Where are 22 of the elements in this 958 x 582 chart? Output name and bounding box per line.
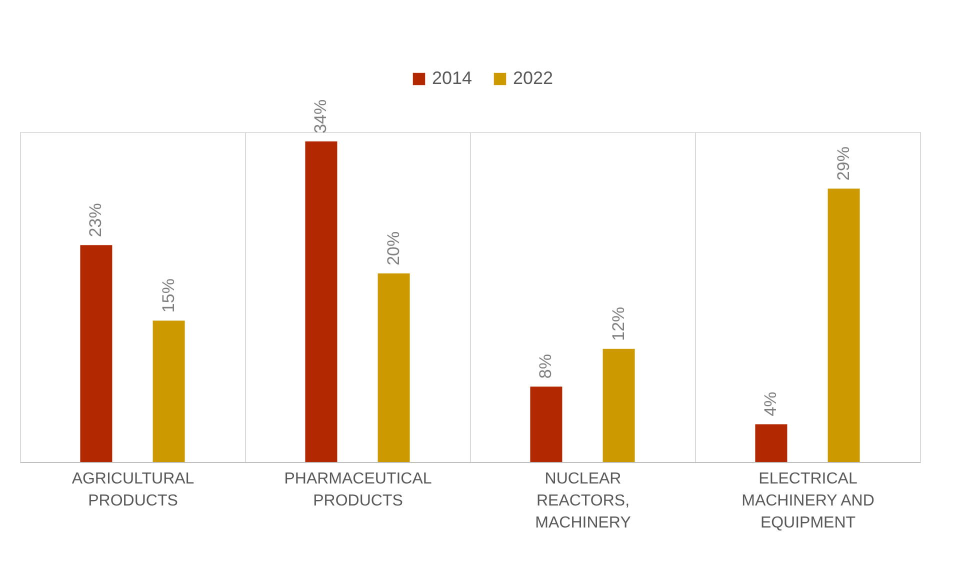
x-tick-label: NUCLEAR REACTORS, MACHINERY [535, 470, 632, 532]
bar [530, 386, 562, 462]
bar [152, 320, 185, 462]
data-label: 15% [158, 278, 178, 313]
data-label: 4% [761, 392, 780, 416]
bar [828, 188, 860, 462]
data-label: 20% [384, 231, 403, 266]
data-label: 12% [608, 306, 628, 341]
data-label: 8% [536, 354, 556, 379]
x-tick-label: AGRICULTURAL PRODUCTS [72, 470, 194, 510]
data-label: 29% [834, 146, 853, 181]
bar [755, 424, 788, 462]
bar [602, 348, 635, 462]
legend-label: 2014 [432, 68, 472, 88]
legend-label: 2022 [513, 68, 554, 88]
x-tick-label: PHARMACEUTICAL PRODUCTS [284, 470, 432, 510]
bar [80, 245, 112, 462]
data-label: 34% [311, 99, 330, 134]
x-tick-label: ELECTRICAL MACHINERY AND EQUIPMENT [742, 470, 874, 532]
bar [378, 273, 410, 462]
bar [305, 141, 338, 462]
data-label: 23% [86, 203, 106, 238]
